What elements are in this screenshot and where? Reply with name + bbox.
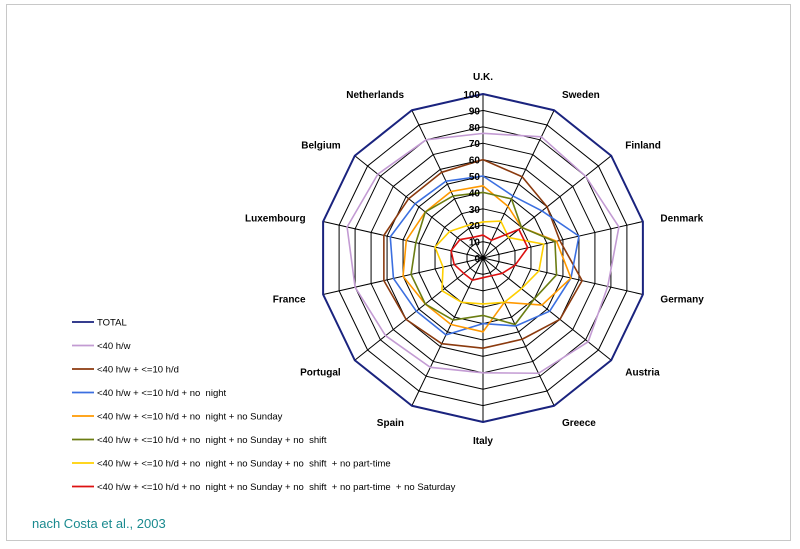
legend-label: <40 h/w + <=10 h/d + no night + no Sunda… — [97, 482, 456, 493]
series-line — [322, 93, 644, 423]
legend-label: <40 h/w + <=10 h/d + no night + no Sunda… — [97, 459, 391, 470]
tick-label: 80 — [469, 123, 481, 134]
category-label: U.K. — [473, 72, 493, 83]
axis-spoke — [411, 110, 484, 259]
series-line — [389, 175, 580, 336]
category-label: Finland — [625, 141, 661, 152]
tick-label: 30 — [469, 205, 481, 216]
tick-label: 90 — [469, 106, 481, 117]
category-label: Sweden — [562, 90, 600, 101]
tick-label: 50 — [469, 172, 481, 183]
legend-label: <40 h/w + <=10 h/d + no night — [97, 388, 227, 399]
category-label: Spain — [377, 418, 404, 429]
axis-spoke — [482, 257, 643, 295]
radar-series — [322, 93, 644, 423]
category-label: Denmark — [660, 214, 703, 225]
category-label: Portugal — [300, 367, 341, 378]
radial-tick-labels: 0 10 20 30 40 50 60 70 80 90 100 — [463, 90, 480, 265]
legend: TOTAL <40 h/w <40 h/w + <=10 h/d <40 h/w + … — [72, 318, 456, 493]
axis-spoke — [482, 110, 555, 259]
tick-label: 20 — [469, 221, 481, 232]
legend-label: <40 h/w — [97, 341, 131, 352]
tick-label: 0 — [474, 254, 480, 265]
series-line — [346, 132, 620, 375]
series-line — [434, 220, 545, 305]
category-label: Austria — [625, 367, 660, 378]
category-label: France — [273, 294, 306, 305]
chart-frame — [6, 4, 791, 541]
tick-label: 40 — [469, 188, 481, 199]
axis-spoke — [323, 221, 484, 259]
tick-label: 10 — [469, 238, 481, 249]
legend-label: <40 h/w + <=10 h/d — [97, 365, 179, 376]
legend-label: TOTAL — [97, 318, 127, 329]
tick-label: 100 — [463, 90, 480, 101]
category-label: Luxembourg — [245, 214, 306, 225]
axis-spoke — [482, 221, 643, 259]
axis-spoke — [482, 257, 612, 361]
series-line — [410, 191, 558, 326]
axis-spoke — [482, 257, 555, 406]
category-label: Belgium — [301, 141, 341, 152]
category-label: Greece — [562, 418, 596, 429]
axis-spoke — [411, 257, 484, 406]
category-labels: U.K. Sweden Finland Denmark Germany Austria Gr… — [245, 72, 704, 447]
legend-label: <40 h/w + <=10 h/d + no night + no Sunda… — [97, 412, 283, 423]
category-label: Italy — [473, 436, 493, 447]
legend-label: <40 h/w + <=10 h/d + no night + no Sunda… — [97, 435, 327, 446]
source-note: nach Costa et al., 2003 — [32, 516, 166, 531]
category-label: Germany — [660, 294, 704, 305]
axis-spoke — [354, 257, 484, 361]
tick-label: 70 — [469, 139, 481, 150]
tick-label: 60 — [469, 156, 481, 167]
series-line — [450, 228, 529, 281]
category-label: Netherlands — [346, 90, 404, 101]
axis-spoke — [354, 155, 484, 259]
